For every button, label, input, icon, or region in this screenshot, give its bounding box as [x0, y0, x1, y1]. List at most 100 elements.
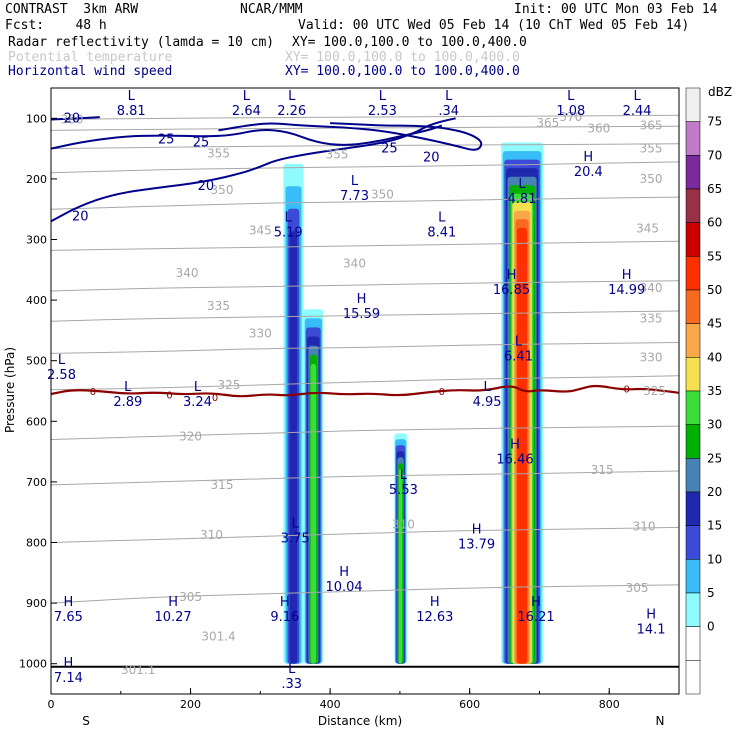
extremum-value-22: 3.75 [281, 531, 310, 546]
extremum-value-32: .33 [281, 677, 302, 692]
colorbar-box-25 [685, 458, 701, 493]
theta-contour-365 [51, 125, 679, 131]
extremum-symbol-27: H [280, 595, 290, 610]
wind-contour-25-2 [51, 124, 443, 150]
forecast-hour: Fcst: 48 h [5, 18, 107, 33]
reflectivity-cell-1-band-35 [310, 363, 317, 664]
colorbar-box-10 [685, 559, 701, 594]
extremum-value-12: 16.85 [493, 283, 530, 298]
colorbar-tick-25: 25 [707, 451, 722, 465]
extremum-value-27: 9.16 [270, 610, 299, 625]
colorbar-tick-65: 65 [707, 182, 722, 196]
wind-label-0: 20 [64, 111, 81, 126]
theta-contour-315 [51, 470, 679, 486]
plot-frame [50, 87, 680, 695]
freezing-level-label-3: 0 [439, 387, 445, 398]
colorbar-tick-40: 40 [707, 350, 722, 364]
theta-label-23: 315 [211, 478, 234, 492]
extremum-value-7: 20.4 [574, 165, 603, 180]
theta-label-20: 325 [217, 378, 240, 392]
line-layer [51, 384, 679, 668]
extremum-value-1: 2.64 [232, 104, 261, 119]
colorbar-box-top [685, 87, 701, 122]
colorbar-box-70 [685, 155, 701, 190]
theta-label-11: 345 [249, 223, 272, 237]
extremum-symbol-25: H [64, 595, 74, 610]
colorbar-box-5 [685, 592, 701, 627]
extremum-value-14: 15.59 [343, 307, 380, 322]
colorbar-box-60 [685, 222, 701, 257]
extremum-value-30: 14.1 [637, 622, 666, 637]
wind-label-5: 20 [198, 179, 215, 194]
colorbar-box-15 [685, 525, 701, 560]
theta-contour-340 [51, 280, 679, 292]
colorbar-box-75 [685, 121, 701, 156]
extremum-value-4: .34 [438, 104, 459, 119]
theta-label-4: 360 [587, 122, 610, 136]
colorbar-tick-75: 75 [707, 115, 722, 129]
colorbar-box-35 [685, 390, 701, 425]
colorbar-box-45 [685, 323, 701, 358]
extremum-symbol-24: H [339, 565, 349, 580]
colorbar-tick-10: 10 [707, 552, 722, 566]
theta-label-24: 315 [591, 463, 614, 477]
wind-layer [51, 116, 483, 223]
extremum-symbol-5: L [567, 89, 575, 104]
extremum-symbol-7: H [583, 150, 593, 165]
theta-label-25: 310 [200, 528, 223, 542]
wind-label-2: 25 [193, 136, 210, 151]
institution-label: NCAR/MMM [240, 2, 303, 17]
extremum-symbol-17: L [124, 380, 132, 395]
theta-contour-350 [51, 196, 679, 210]
colorbar-tick-20: 20 [707, 485, 722, 499]
valid-time: Valid: 00 UTC Wed 05 Feb 14 (10 ChT Wed … [298, 18, 690, 33]
freezing-level-label-0: 0 [90, 387, 96, 398]
extremum-symbol-4: L [445, 89, 453, 104]
theta-label-13: 340 [176, 266, 199, 280]
wind-contour-20-3 [51, 116, 100, 121]
theta-label-22: 320 [179, 429, 202, 443]
extremum-value-2: 2.26 [277, 104, 306, 119]
extremum-value-20: 16.46 [496, 453, 533, 468]
y-tick-label-600: 600 [26, 415, 47, 428]
theta-label-17: 335 [640, 311, 663, 325]
reflectivity-cell-3-band-55 [517, 227, 527, 664]
x-tick-label-0: 0 [48, 698, 55, 711]
theta-label-28: 305 [179, 590, 202, 604]
extremum-value-16: 2.58 [47, 368, 76, 383]
colorbar-unit: dBZ [708, 85, 732, 99]
extremum-value-31: 7.14 [54, 671, 83, 686]
theta-label-27: 310 [633, 520, 656, 534]
extremum-symbol-13: H [622, 268, 632, 283]
colorbar-box-bottom [685, 660, 701, 695]
theta-label-19: 330 [640, 351, 663, 365]
theta-layer [51, 114, 679, 604]
colorbar-tick-50: 50 [707, 283, 722, 297]
model-title: CONTRAST 3km ARW [5, 2, 139, 17]
colorbar-box-20 [685, 491, 701, 526]
theta-contour-320 [51, 425, 679, 440]
extremum-symbol-19: L [483, 380, 491, 395]
theta-label-26: 310 [392, 517, 415, 531]
y-tick-label-400: 400 [26, 294, 47, 307]
theta-label-7: 355 [326, 148, 349, 162]
extremum-value-19: 4.95 [473, 395, 502, 410]
colorbar-box-55 [685, 256, 701, 291]
field2-name: Potential temperature [8, 50, 173, 65]
theta-contour-345 [51, 240, 679, 251]
colorbar-tick-60: 60 [707, 216, 722, 230]
init-time: Init: 00 UTC Mon 03 Feb 14 [514, 2, 718, 17]
colorbar-tick-30: 30 [707, 418, 722, 432]
field2-xy: XY= 100.0,100.0 to 100.0,400.0 [285, 50, 520, 65]
theta-label-12: 345 [636, 222, 659, 236]
extremum-symbol-23: H [472, 522, 482, 537]
freezing-level-line [51, 384, 679, 398]
extremum-symbol-1: L [243, 89, 251, 104]
extremum-symbol-26: H [168, 595, 178, 610]
reflectivity-cell-2-band-35 [398, 468, 403, 664]
colorbar-box-65 [685, 188, 701, 223]
x-tick-label-200: 200 [180, 698, 201, 711]
wind-label-3: 25 [381, 142, 398, 157]
